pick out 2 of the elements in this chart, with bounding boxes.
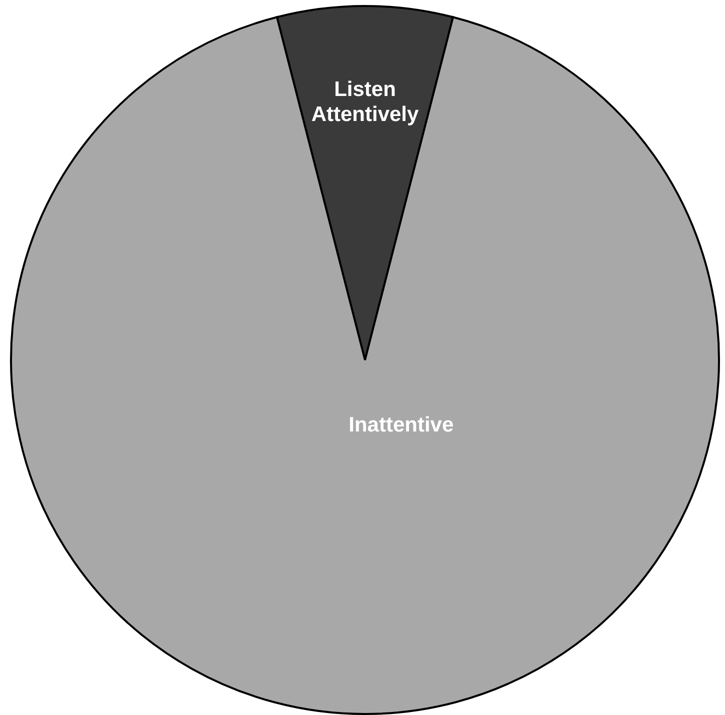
slice-label: Listen Attentively xyxy=(311,78,419,126)
slice-label: Inattentive xyxy=(348,414,454,437)
